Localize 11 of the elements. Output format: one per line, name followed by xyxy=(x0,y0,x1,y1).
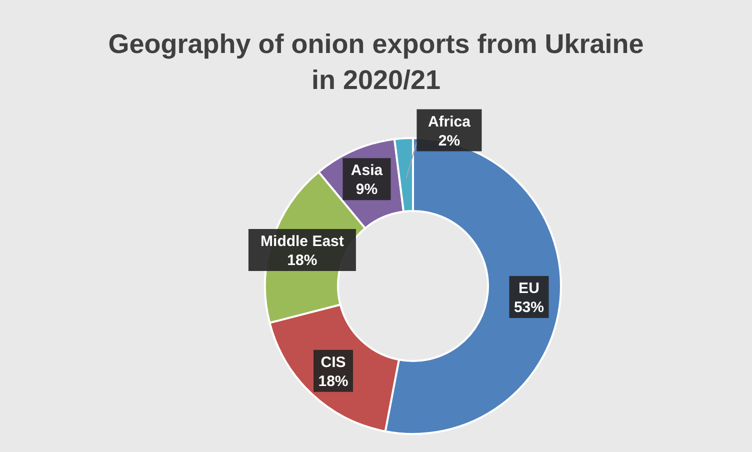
slice-label: Africa xyxy=(428,113,472,130)
slice-label: CIS xyxy=(320,354,346,371)
data-label: 18% xyxy=(318,372,348,390)
data-label: 9% xyxy=(356,181,378,198)
slice-label: EU xyxy=(518,280,540,297)
slice-label: Asia xyxy=(350,162,384,180)
chart-title: Geography of onion exports from Ukraine in 2020/21 xyxy=(108,29,644,95)
slice-label: Middle East xyxy=(260,233,344,250)
data-label: 53% xyxy=(514,298,544,316)
data-label: 18% xyxy=(287,252,318,269)
data-label: 2% xyxy=(438,132,460,150)
